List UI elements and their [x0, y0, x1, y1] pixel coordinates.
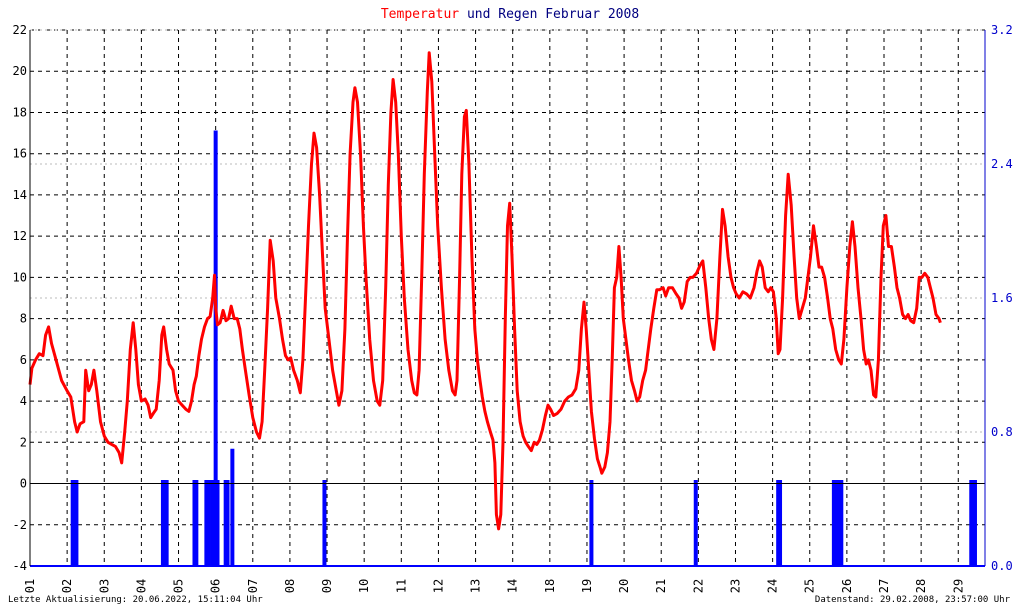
- x-tick-label: 23: [728, 579, 742, 593]
- x-tick-label: 10: [357, 579, 371, 593]
- rain-bar: [225, 480, 230, 566]
- x-tick-label: 29: [951, 579, 965, 593]
- rain-bar: [164, 480, 169, 566]
- x-tick-label: 02: [60, 579, 74, 593]
- x-tick-label: 19: [580, 579, 594, 593]
- title-rain: Regen: [498, 7, 537, 22]
- x-tick-label: 03: [97, 579, 111, 593]
- x-tick-label: 01: [23, 579, 37, 593]
- temperature-line-group: [28, 51, 942, 531]
- title-and: und: [459, 7, 498, 22]
- left-tick-label: 10: [13, 270, 27, 284]
- x-tick-label: 21: [654, 579, 668, 593]
- x-tick-label: 09: [320, 579, 334, 593]
- x-axis-ticks: 01 02 03 04 05 06 07 08 09 10 11 12 13 14 18 19 20 21 22 23…: [23, 579, 965, 593]
- x-tick-label: 22: [691, 579, 705, 593]
- rain-bar: [74, 480, 79, 566]
- x-tick-label: 27: [877, 579, 891, 593]
- grid: [30, 29, 985, 567]
- x-tick-label: 07: [246, 579, 260, 593]
- left-tick-label: -2: [13, 518, 27, 532]
- left-tick-label: 2: [20, 435, 27, 449]
- rain-bar: [206, 480, 211, 566]
- left-tick-label: 8: [20, 312, 27, 326]
- title-temperature: Temperatur: [381, 7, 459, 22]
- rain-bar: [322, 480, 327, 566]
- x-tick-label: 20: [617, 579, 631, 593]
- right-tick-label: 0.8: [991, 425, 1013, 439]
- x-tick-label: 14: [506, 579, 520, 593]
- rain-bar: [204, 480, 209, 566]
- x-tick-label: 11: [394, 579, 408, 593]
- temperature-line: [28, 51, 942, 531]
- left-axis-ticks: -4 -2 0 2 4 6 8 10 12 14 16 18 20 22: [13, 23, 27, 573]
- right-axis-ticks: 0.0 0.8 1.6 2.4 3.2: [991, 23, 1013, 573]
- x-tick-label: 24: [766, 579, 780, 593]
- left-tick-label: 18: [13, 105, 27, 119]
- left-tick-label: 20: [13, 64, 27, 78]
- x-tick-label: 06: [209, 579, 223, 593]
- left-tick-label: 22: [13, 23, 27, 37]
- x-tick-label: 05: [172, 579, 186, 593]
- left-tick-label: 16: [13, 147, 27, 161]
- right-tick-label: 1.6: [991, 291, 1013, 305]
- rain-bar: [972, 480, 977, 566]
- footer-last-update: Letzte Aktualisierung: 20.06.2022, 15:11…: [8, 595, 263, 605]
- left-tick-label: 6: [20, 353, 27, 367]
- x-tick-label: 25: [803, 579, 817, 593]
- axes: [29, 30, 986, 566]
- right-tick-label: 2.4: [991, 157, 1013, 171]
- rain-bar: [213, 130, 218, 566]
- rain-bar: [230, 448, 235, 566]
- left-tick-label: -4: [13, 559, 27, 573]
- left-tick-label: 0: [20, 477, 27, 491]
- rain-bar: [194, 480, 199, 566]
- right-tick-label: 3.2: [991, 23, 1013, 37]
- x-tick-label: 26: [840, 579, 854, 593]
- x-tick-label: 18: [543, 579, 557, 593]
- x-tick-label: 04: [134, 579, 148, 593]
- chart-title: Temperatur und Regen Februar 2008: [381, 7, 639, 22]
- footer-data-status: Datenstand: 29.02.2008, 23:57:00 Uhr: [815, 595, 1011, 605]
- rain-bar: [693, 480, 698, 566]
- rain-bar: [839, 480, 844, 566]
- rain-bar: [778, 480, 783, 566]
- left-tick-label: 4: [20, 394, 27, 408]
- left-tick-label: 14: [13, 188, 27, 202]
- zero-line: [30, 483, 985, 567]
- right-tick-label: 0.0: [991, 559, 1013, 573]
- left-tick-label: 12: [13, 229, 27, 243]
- x-tick-label: 08: [283, 579, 297, 593]
- rain-bar: [215, 480, 220, 566]
- rain-bars: [70, 130, 977, 566]
- x-tick-label: 13: [469, 579, 483, 593]
- title-month: Februar 2008: [537, 7, 639, 22]
- x-tick-label: 12: [431, 579, 445, 593]
- x-tick-label: 28: [914, 579, 928, 593]
- rain-bar: [589, 480, 594, 566]
